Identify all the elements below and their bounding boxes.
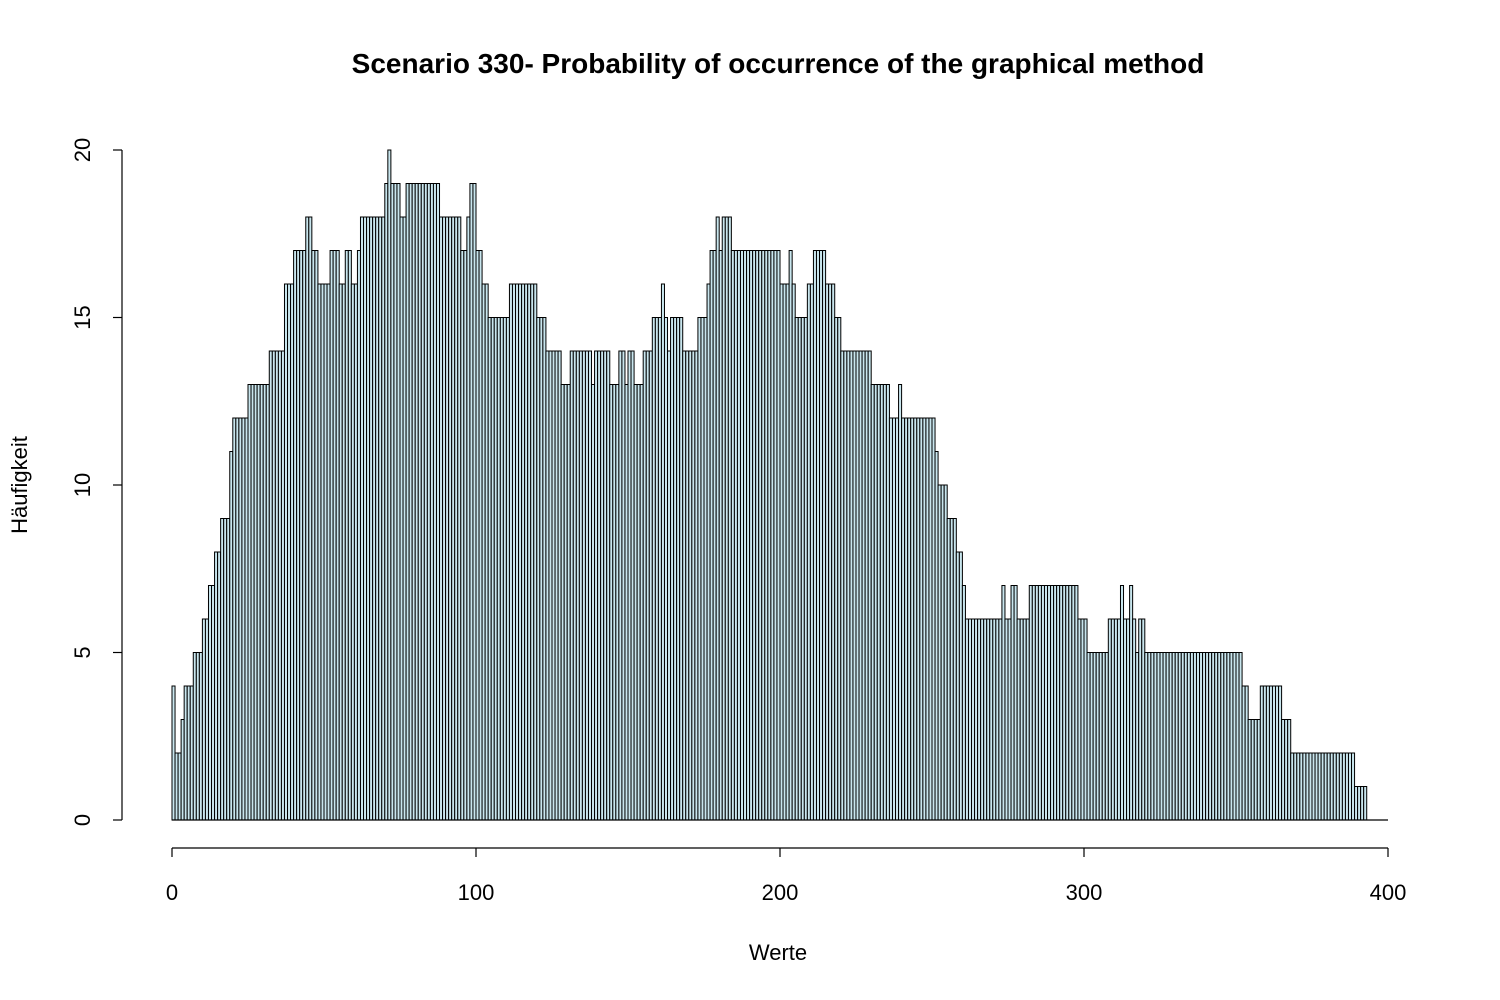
histogram-bar bbox=[1363, 786, 1368, 821]
y-tick-label: 10 bbox=[70, 473, 95, 497]
x-tick-label: 200 bbox=[762, 880, 799, 905]
x-tick-label: 400 bbox=[1370, 880, 1407, 905]
y-axis: 0 5 10 15 20 bbox=[70, 138, 123, 826]
x-tick-label: 100 bbox=[458, 880, 495, 905]
x-tick-label: 0 bbox=[166, 880, 178, 905]
y-tick-label: 5 bbox=[70, 646, 95, 658]
y-tick-label: 0 bbox=[70, 814, 95, 826]
y-tick-label: 20 bbox=[70, 138, 95, 162]
x-axis-label: Werte bbox=[749, 940, 807, 965]
chart-title: Scenario 330- Probability of occurrence … bbox=[352, 48, 1205, 79]
bars-group bbox=[171, 149, 1388, 821]
x-axis: 0 100 200 300 400 bbox=[166, 847, 1407, 905]
x-tick-label: 300 bbox=[1066, 880, 1103, 905]
y-tick-label: 15 bbox=[70, 305, 95, 329]
y-axis-label: Häufigkeit bbox=[7, 436, 32, 534]
